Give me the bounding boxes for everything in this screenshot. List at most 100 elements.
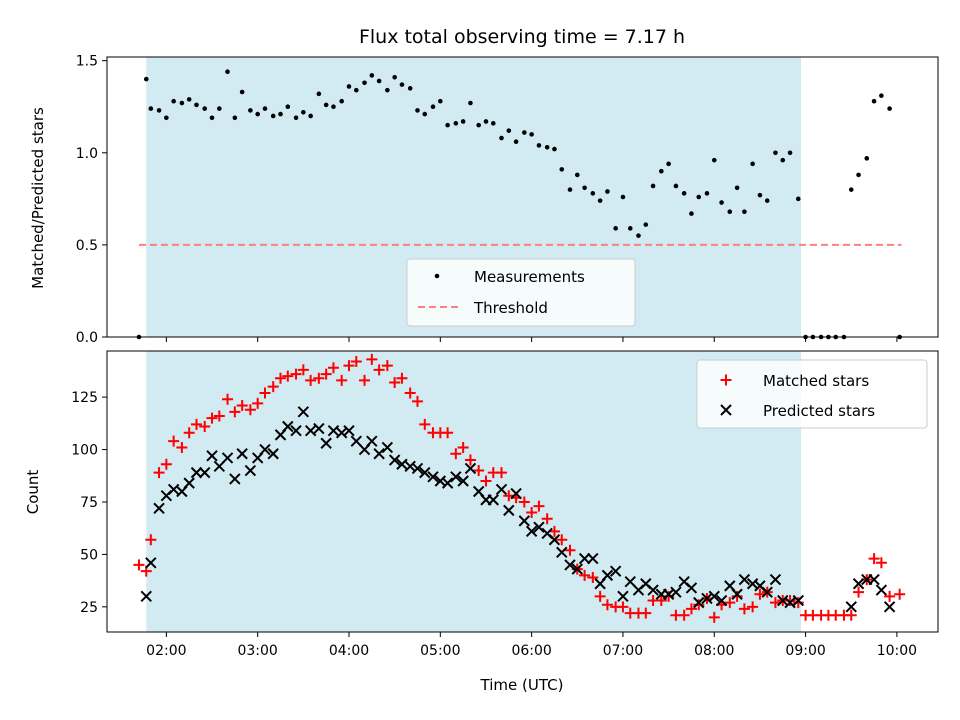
bottom-series-2-point <box>525 525 538 538</box>
bottom-series-1-point <box>320 368 332 380</box>
bottom-series-1-point <box>548 525 560 537</box>
x-tick-label: 06:00 <box>511 643 551 659</box>
bottom-series-2-point <box>784 596 796 609</box>
observing-window-span <box>146 351 802 632</box>
x-tick-label: 07:00 <box>603 643 643 659</box>
bottom-y-tick-label: 50 <box>80 547 98 563</box>
bottom-series-1-point <box>222 393 234 405</box>
bottom-series-2-point <box>578 552 591 565</box>
top-series-1-point <box>529 132 534 137</box>
top-series-1-point <box>704 191 710 196</box>
bottom-series-1-point <box>503 490 515 502</box>
bottom-series-2-point <box>464 462 477 475</box>
top-series-1-point <box>164 115 169 121</box>
bottom-series-1-point <box>229 406 241 418</box>
bottom-series-1-point <box>754 588 766 600</box>
bottom-series-2-point <box>396 458 408 470</box>
top-series-1-point <box>323 102 329 108</box>
top-series-1-point <box>209 115 215 121</box>
bottom-series-1-point <box>853 586 865 598</box>
top-series-1-point <box>742 209 747 215</box>
bottom-series-1-point <box>396 372 408 384</box>
bottom-series-1-point <box>868 553 880 565</box>
bottom-series-2-point <box>411 462 424 475</box>
bottom-series-2-point <box>381 441 394 454</box>
top-series-1-point <box>331 104 336 110</box>
bottom-series-2-point <box>769 573 782 586</box>
top-series-1-point <box>764 198 770 203</box>
bottom-series-2-point <box>167 483 180 496</box>
bottom-series-2-point <box>229 473 241 485</box>
top-series-1-point <box>278 111 283 117</box>
bottom-series-1-point <box>259 387 271 399</box>
bottom-series-1-point <box>236 400 248 412</box>
top-series-1-point <box>239 89 245 95</box>
bottom-series-2-point <box>518 515 531 527</box>
top-legend-marker-measurements <box>434 273 440 279</box>
bottom-series-1-point <box>587 571 599 583</box>
top-series-1-point <box>262 106 268 111</box>
bottom-series-1-point <box>168 435 180 447</box>
top-series-1-point <box>689 211 694 216</box>
bottom-series-2-point <box>662 588 675 600</box>
bottom-series-2-point <box>495 483 508 496</box>
bottom-series-1-point <box>473 465 485 477</box>
top-y-tick-label: 1.5 <box>76 54 98 70</box>
bottom-series-1-point <box>450 448 462 460</box>
bottom-series-1-point <box>541 513 553 525</box>
top-series-1-point <box>681 191 687 196</box>
bottom-series-1-point <box>176 441 188 453</box>
bottom-axes-frame <box>106 350 939 633</box>
bottom-series-1-point <box>845 609 857 621</box>
bottom-series-1-point <box>190 418 202 430</box>
top-series-1-point <box>171 98 176 104</box>
bottom-series-1-point <box>533 500 545 512</box>
bottom-series-2-point <box>206 450 218 462</box>
bottom-series-2-point <box>404 460 416 473</box>
bottom-series-1-point <box>884 590 896 602</box>
bottom-series-1-point <box>792 597 804 609</box>
bottom-series-1-point <box>738 603 750 615</box>
bottom-series-2-point <box>366 435 378 447</box>
x-tick-label: 08:00 <box>694 643 734 659</box>
bottom-series-1-point <box>350 355 362 367</box>
top-series-1-point <box>156 108 162 113</box>
top-series-1-point <box>270 113 276 119</box>
top-series-1-point <box>734 185 740 191</box>
top-series-1-point <box>293 115 299 121</box>
top-series-1-point <box>339 98 344 104</box>
bottom-series-1-point <box>381 360 393 372</box>
bottom-series-1-point <box>617 601 629 613</box>
top-series-1-point <box>476 122 481 128</box>
top-series-1-point <box>301 109 306 115</box>
top-series-1-point <box>848 187 854 192</box>
top-series-1-point <box>650 183 656 189</box>
bottom-legend-marker-2 <box>720 404 732 416</box>
bottom-series-1-point <box>526 506 538 518</box>
top-series-1-point <box>362 80 367 86</box>
top-series-1-point <box>354 87 359 93</box>
bottom-series-1-point <box>495 467 507 479</box>
bottom-series-2-point <box>564 559 576 571</box>
bottom-series-2-point <box>434 475 447 487</box>
bottom-series-2-point <box>457 475 469 487</box>
bottom-series-2-point <box>875 584 888 596</box>
bottom-series-1-point <box>579 569 591 581</box>
bottom-series-1-point <box>769 597 781 609</box>
top-series-1-point <box>711 157 717 163</box>
bottom-series-2-point <box>503 504 515 517</box>
x-axis-label: Time (UTC) <box>480 676 564 694</box>
bottom-series-1-point <box>419 418 431 430</box>
bottom-series-2-point <box>327 424 340 437</box>
bottom-series-1-point <box>373 364 385 376</box>
top-legend-label-measurements: Measurements <box>474 268 585 286</box>
top-series-1-point <box>780 157 786 163</box>
x-tick-label: 10:00 <box>877 643 917 659</box>
top-axes-frame <box>106 56 939 338</box>
bottom-series-1-point <box>894 588 906 600</box>
bottom-series-1-point <box>564 544 576 556</box>
top-series-1-point <box>217 106 222 111</box>
bottom-series-2-point <box>510 487 522 500</box>
bottom-series-2-point <box>259 443 271 456</box>
bottom-series-2-point <box>601 569 614 582</box>
